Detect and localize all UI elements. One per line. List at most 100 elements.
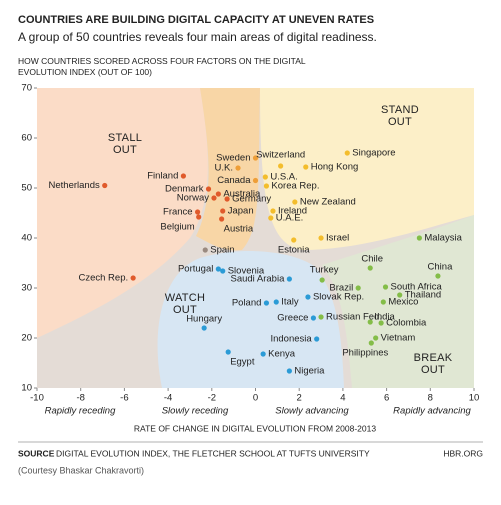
x-tick-label: 8 xyxy=(428,393,433,404)
x-tick-label: 0 xyxy=(253,393,258,404)
point xyxy=(314,336,320,342)
point-label: Philippines xyxy=(342,348,388,359)
point-label: Kenya xyxy=(268,349,296,360)
point-label: Ireland xyxy=(278,206,307,217)
point-label: South Africa xyxy=(391,282,443,293)
point xyxy=(262,174,268,180)
point-label: Slovak Rep. xyxy=(313,292,364,303)
point xyxy=(367,265,373,271)
point-label: Brazil xyxy=(329,283,353,294)
point xyxy=(378,320,384,326)
y-tick-label: 30 xyxy=(21,283,32,294)
point-label: Germany xyxy=(232,194,271,205)
point xyxy=(291,237,297,243)
x-zone-label: Slowly receding xyxy=(162,406,229,417)
x-tick-label: -4 xyxy=(164,393,172,404)
point-label: Thailand xyxy=(405,290,441,301)
band-zone xyxy=(196,88,260,251)
point-label: Russian Fed. xyxy=(326,312,382,323)
point xyxy=(202,247,208,253)
point xyxy=(344,150,350,156)
point xyxy=(292,199,298,205)
point-label: Sweden xyxy=(216,153,250,164)
point-label: U.K. xyxy=(215,163,233,174)
point-label: U.S.A. xyxy=(270,172,297,183)
point xyxy=(220,208,226,214)
point xyxy=(102,182,108,189)
point xyxy=(435,273,441,279)
subtitle: A group of 50 countries reveals four mai… xyxy=(18,30,377,44)
point xyxy=(252,177,259,184)
point-label: Greece xyxy=(277,313,308,324)
point xyxy=(215,266,221,272)
point-label: Nigeria xyxy=(294,366,325,377)
x-tick-label: 6 xyxy=(384,393,389,404)
stand-zone xyxy=(260,88,474,250)
source: DIGITAL EVOLUTION INDEX, THE FLETCHER SC… xyxy=(56,448,370,458)
point xyxy=(220,268,226,274)
point-label: Czech Rep. xyxy=(78,273,128,284)
point-label: New Zealand xyxy=(300,197,356,208)
point xyxy=(270,208,276,214)
site: HBR.ORG xyxy=(443,448,483,458)
point-label: Malaysia xyxy=(424,233,462,244)
point xyxy=(273,299,279,305)
point-label: U.A.E. xyxy=(276,213,303,224)
point-label: Mexico xyxy=(388,297,418,308)
point xyxy=(180,173,186,179)
point xyxy=(305,294,311,300)
point xyxy=(303,164,309,170)
credit: (Courtesy Bhaskar Chakravorti) xyxy=(18,465,144,475)
point xyxy=(268,215,274,221)
point xyxy=(373,335,379,341)
point xyxy=(278,163,284,169)
point xyxy=(263,183,270,189)
point-label: Saudi Arabia xyxy=(230,274,285,285)
y-tick-label: 40 xyxy=(21,233,32,244)
y-tick-label: 50 xyxy=(21,183,32,194)
point xyxy=(205,186,212,192)
point-label: Korea Rep. xyxy=(271,181,319,192)
point-label: China xyxy=(428,262,454,273)
point-label: Slovenia xyxy=(228,266,265,277)
point-label: Vietnam xyxy=(381,333,416,344)
point-label: Italy xyxy=(281,297,299,308)
point-label: Portugal xyxy=(178,264,213,275)
x-zone-label: Rapidly advancing xyxy=(393,406,471,417)
point-label: Hungary xyxy=(186,314,222,325)
x-zone-label: Slowly advancing xyxy=(275,406,349,417)
point-label: Switzerland xyxy=(256,150,305,161)
point xyxy=(215,191,221,197)
point-label: Netherlands xyxy=(49,180,100,191)
point-label: Egypt xyxy=(230,357,255,368)
y-tick-label: 60 xyxy=(21,133,32,144)
point xyxy=(260,351,266,357)
x-tick-label: -8 xyxy=(76,393,84,404)
point xyxy=(286,368,292,374)
x-zone-label: Rapidly receding xyxy=(45,406,116,417)
break-zone xyxy=(322,215,474,388)
x-tick-label: 10 xyxy=(469,393,480,404)
point xyxy=(219,216,225,222)
point xyxy=(380,299,386,305)
stall-zone xyxy=(37,88,208,338)
point-label: Indonesia xyxy=(270,334,312,345)
x-axis-label: RATE OF CHANGE IN DIGITAL EVOLUTION FROM… xyxy=(134,423,376,433)
point xyxy=(225,349,231,355)
point-label: Norway xyxy=(177,193,209,204)
point-label: Hong Kong xyxy=(311,162,359,173)
point-label: Canada xyxy=(217,175,251,186)
point-label: Poland xyxy=(232,298,262,309)
x-tick-label: -2 xyxy=(208,393,216,404)
point xyxy=(318,314,324,320)
point xyxy=(319,277,325,283)
y-tick-label: 10 xyxy=(21,383,32,394)
watch-zone xyxy=(157,251,344,388)
point-label: Singapore xyxy=(352,148,395,159)
y-axis-label: HOW COUNTRIES SCORED ACROSS FOUR FACTORS… xyxy=(18,56,306,77)
point xyxy=(367,319,373,325)
point-label: Denmark xyxy=(165,184,204,195)
point-label: Israel xyxy=(326,233,349,244)
